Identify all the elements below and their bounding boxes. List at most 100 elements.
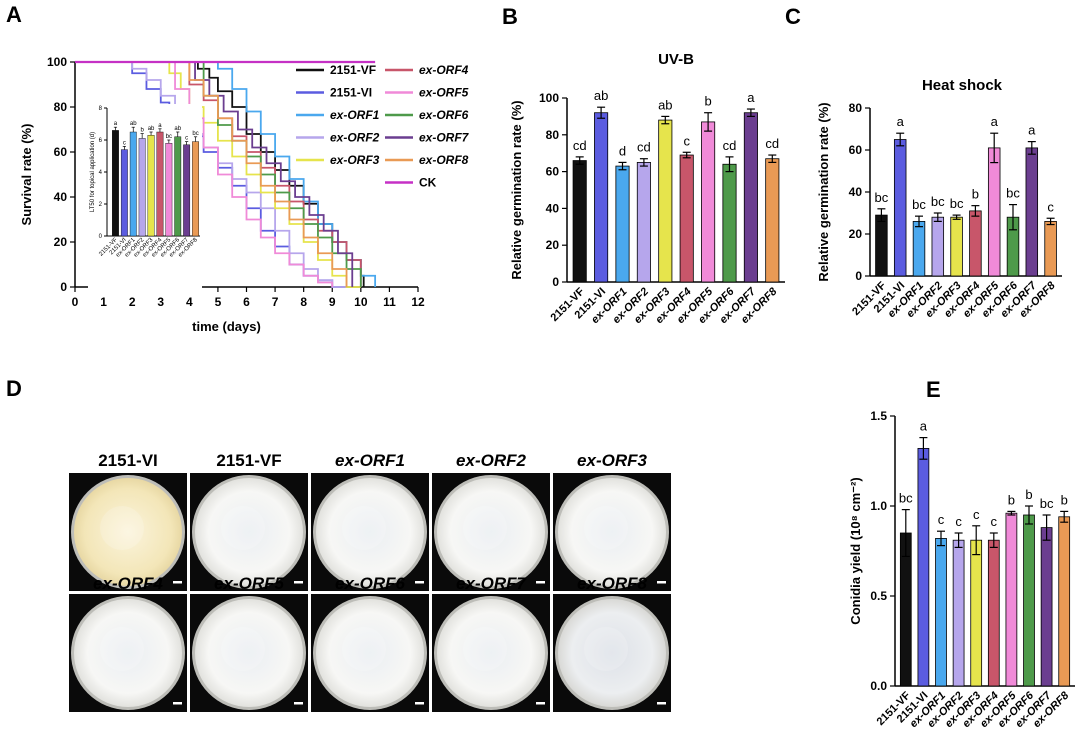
colony-texture [221, 506, 265, 550]
a-legend-label: ex-ORF7 [419, 131, 470, 145]
a-legend-label: 2151-VI [330, 86, 372, 100]
plate-label: ex-ORF7 [456, 574, 527, 593]
significance-letter: bc [875, 190, 889, 205]
a-x-tick-label: 0 [72, 295, 79, 309]
inset-bar [138, 138, 146, 237]
a-y-tick-label: 80 [54, 100, 68, 114]
a-survival-curve [75, 61, 348, 287]
inset-y-tick-label: 8 [99, 106, 103, 112]
inset-sig-letter: a [114, 121, 118, 127]
a-x-tick-label: 7 [272, 295, 279, 309]
plate-label: ex-ORF6 [335, 574, 405, 593]
inset-sig-letter: bc [192, 131, 198, 137]
chart-c-heat-shock: 0 20 40 60 80 Heat shock Relative germination … [816, 77, 1062, 320]
a-x-tick-label: 2 [129, 295, 136, 309]
a-legend-label: CK [419, 176, 437, 190]
data-bar [765, 158, 780, 283]
y-tick-label: 40 [849, 185, 863, 199]
inset-y-tick-label: 6 [99, 138, 103, 144]
significance-letter: ab [594, 88, 608, 103]
inset-bar [112, 130, 119, 237]
fungal-colony [437, 599, 545, 707]
a-x-tick-label: 12 [411, 295, 425, 309]
panel-label-a: A [6, 2, 22, 27]
y-tick-label: 0 [855, 269, 862, 283]
colony-texture [100, 627, 144, 671]
significance-letter: c [991, 514, 998, 529]
a-x-tick-label: 4 [186, 295, 193, 309]
significance-letter: d [619, 143, 626, 158]
inset-bar [156, 131, 164, 237]
a-x-tick-label: 5 [215, 295, 222, 309]
significance-letter: bc [899, 491, 913, 506]
data-bar [1005, 512, 1018, 687]
data-bar [743, 112, 758, 283]
y-tick-label: 100 [539, 91, 559, 105]
inset-y-axis-title: LT50 for topical application (d) [90, 132, 96, 212]
data-bar [1044, 220, 1057, 277]
fungal-colony [316, 599, 424, 707]
fungal-colony [74, 599, 182, 707]
scale-bar [415, 702, 424, 705]
colony-texture [584, 506, 628, 550]
y-tick-label: 80 [849, 101, 863, 115]
significance-letter: c [973, 507, 980, 522]
chart-title: UV-B [658, 51, 694, 68]
significance-letter: b [704, 94, 711, 109]
y-axis-title: Relative germination rate (%) [509, 100, 524, 279]
a-x-tick-label: 8 [300, 295, 307, 309]
significance-letter: c [955, 514, 962, 529]
a-y-tick-label: 100 [47, 55, 67, 69]
significance-letter: b [972, 187, 979, 202]
data-bar [1040, 527, 1053, 687]
data-bar [679, 154, 694, 283]
y-tick-label: 0 [552, 275, 559, 289]
a-x-axis-title: time (days) [192, 319, 261, 334]
significance-letter: c [1047, 199, 1054, 214]
data-bar [931, 216, 945, 277]
a-legend-label: ex-ORF5 [419, 86, 469, 100]
data-bar [970, 539, 983, 687]
y-tick-label: 0.0 [870, 679, 887, 693]
inset-bar [165, 142, 173, 237]
a-legend-label: ex-ORF3 [330, 153, 380, 167]
panel-label-b: B [502, 4, 518, 29]
plate-label: ex-ORF3 [577, 451, 647, 470]
panel-d-plates: 2151-VI 2151-VF ex-ORF1 ex-ORF2 ex-ORF3 ex-OR… [69, 451, 671, 712]
panel-label-d: D [6, 376, 22, 401]
inset-sig-letter: ab [174, 126, 181, 132]
a-x-tick-label: 9 [329, 295, 336, 309]
fungal-colony [437, 478, 545, 586]
inset-bar [183, 144, 191, 237]
scale-bar [657, 702, 666, 705]
chart-b-uvb: 0 20 40 60 80 100 UV-B Relative germination rat… [509, 51, 785, 326]
data-bar [594, 112, 609, 283]
a-x-tick-label: 10 [354, 295, 368, 309]
scale-bar [657, 581, 666, 584]
inset-bar [147, 134, 155, 237]
a-legend-label: ex-ORF8 [419, 153, 469, 167]
inset-sig-letter: a [158, 123, 162, 129]
inset-sig-letter: c [185, 136, 188, 142]
inset-y-tick-label: 0 [99, 234, 103, 240]
scale-bar [173, 581, 182, 584]
colony-texture [221, 627, 265, 671]
panel-label-c: C [785, 4, 801, 29]
data-bar [1058, 516, 1071, 687]
significance-letter: b [1061, 492, 1068, 507]
fungal-colony [195, 478, 303, 586]
scale-bar [294, 702, 303, 705]
data-bar [952, 539, 965, 687]
significance-letter: bc [931, 194, 945, 209]
inset-sig-letter: bc [166, 134, 172, 140]
scale-bar [173, 702, 182, 705]
y-axis-title: Relative germination rate (%) [816, 102, 831, 281]
fungal-colony [195, 599, 303, 707]
inset-y-tick-label: 4 [99, 170, 103, 176]
data-bar [658, 119, 673, 283]
significance-letter: bc [1006, 186, 1020, 201]
scale-bar [536, 581, 545, 584]
inset-bar [120, 149, 128, 237]
